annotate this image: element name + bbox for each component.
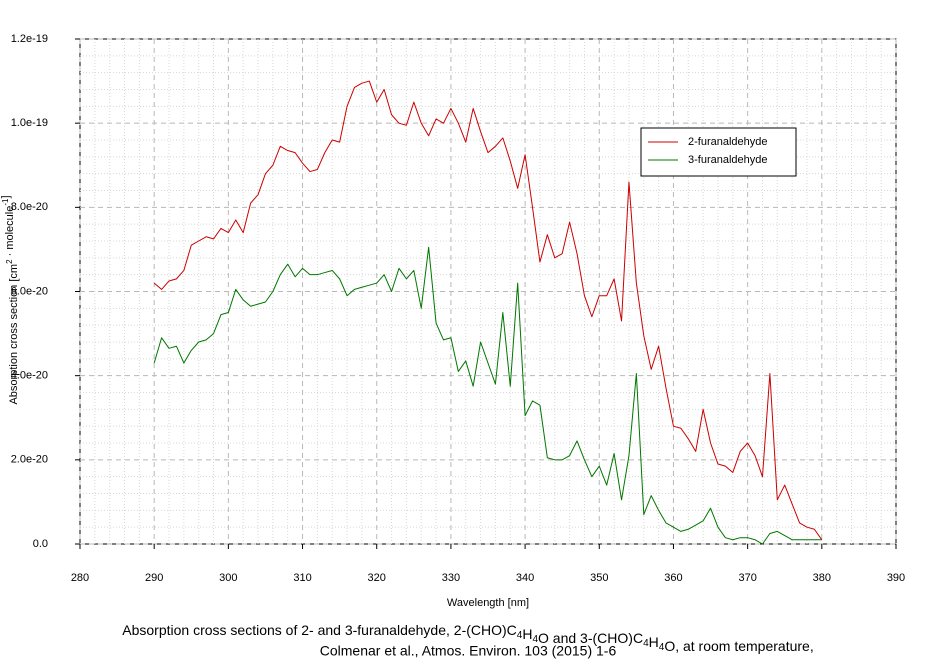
x-tick-label: 280: [71, 572, 89, 584]
x-tick-label: 350: [590, 572, 608, 584]
x-tick-label: 300: [219, 572, 237, 584]
data-line: [153, 246, 822, 545]
y-tick-label: 1.2e-19: [11, 33, 48, 45]
y-tick-label: 2.0e-20: [11, 454, 48, 466]
x-tick-label: 330: [442, 572, 460, 584]
data-line: [153, 80, 823, 541]
x-axis-label: Wavelength [nm]: [447, 597, 529, 609]
legend-box: [640, 127, 797, 177]
y-tick-label: 0.0: [33, 538, 48, 550]
y-axis-label: Absorption cross section [cm2 · molecule…: [0, 195, 20, 404]
x-tick-label: 320: [368, 572, 386, 584]
caption: Colmenar et al., Atmos. Environ. 103 (20…: [320, 643, 617, 659]
x-tick-label: 310: [293, 572, 311, 584]
x-tick-label: 340: [516, 572, 534, 584]
grid: [79, 38, 897, 545]
x-tick-label: 290: [145, 572, 163, 584]
y-tick-label: 4.0e-20: [11, 370, 48, 382]
x-tick-label: 380: [813, 572, 831, 584]
y-tick-label: 8.0e-20: [11, 201, 48, 213]
legend-label: 2-furanaldehyde: [688, 136, 768, 148]
x-tick-label: 390: [887, 572, 905, 584]
x-tick-label: 360: [664, 572, 682, 584]
x-tick-label: 370: [738, 572, 756, 584]
y-tick-label: 1.0e-19: [11, 117, 48, 129]
legend-label: 3-furanaldehyde: [688, 154, 768, 166]
caption: Absorption cross sections of 2- and 3-fu…: [122, 622, 813, 654]
y-tick-label: 6.0e-20: [11, 285, 48, 297]
